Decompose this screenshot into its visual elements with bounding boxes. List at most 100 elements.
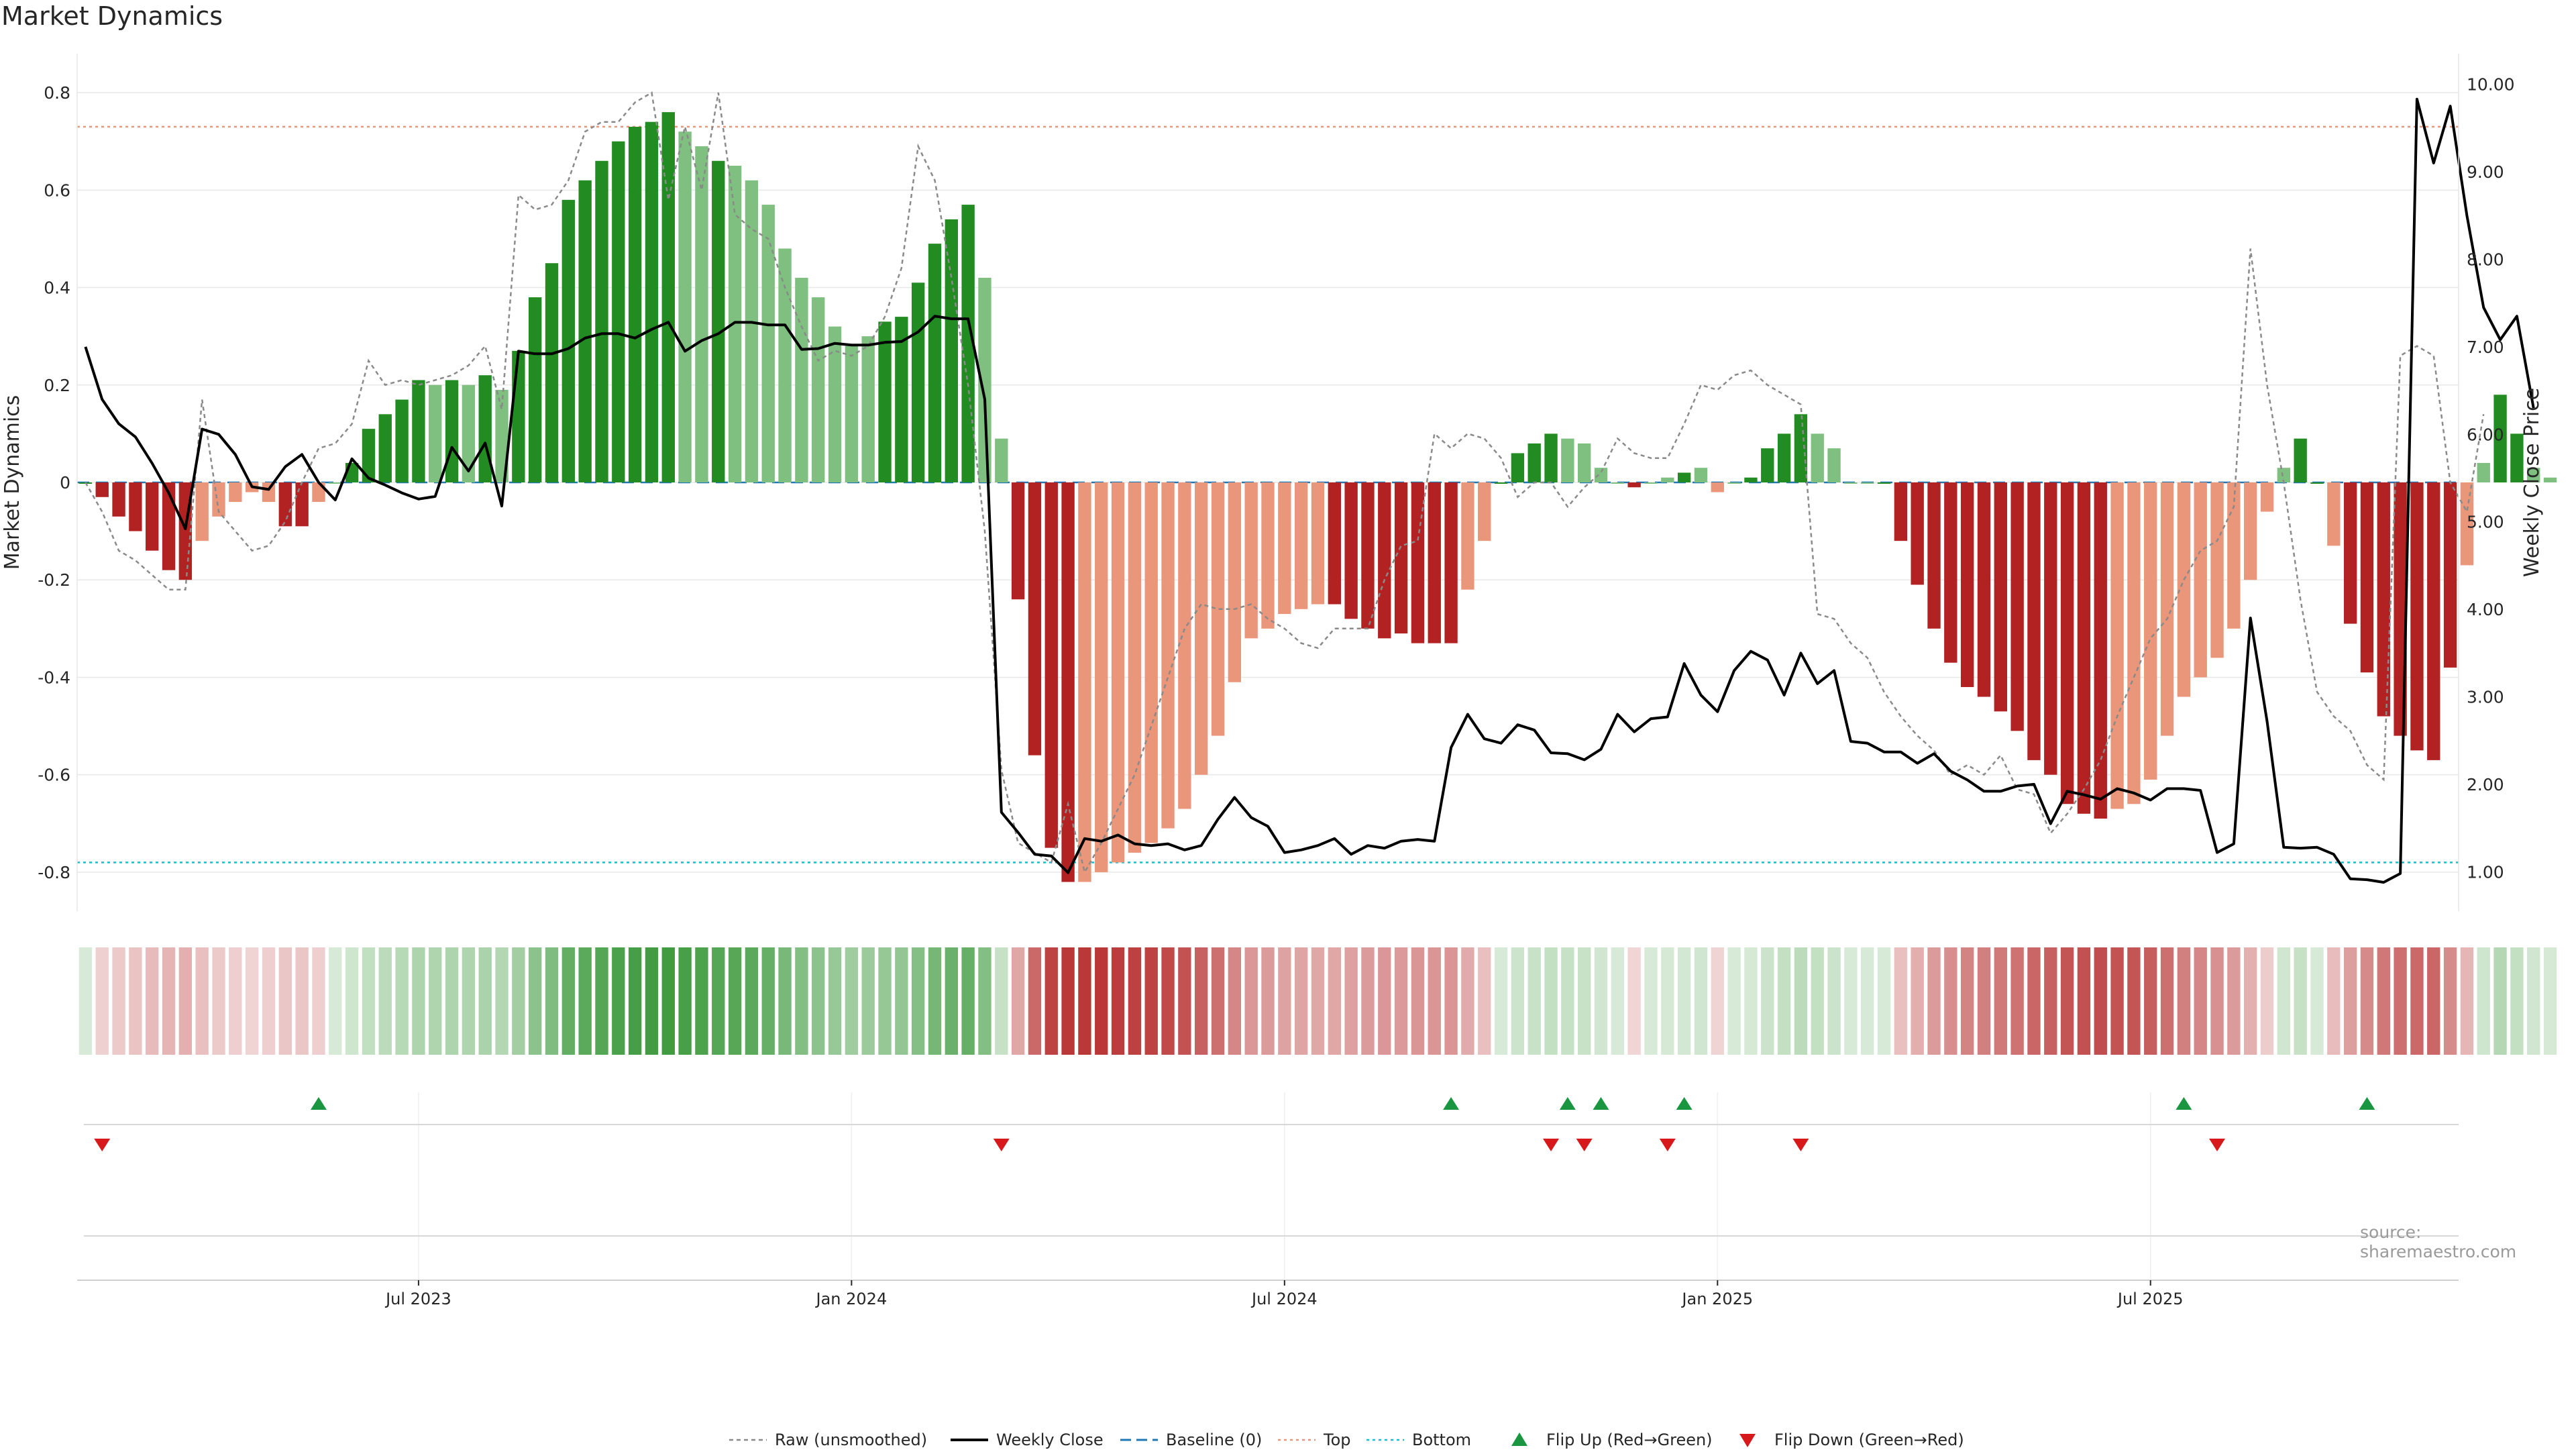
dynamics-bar bbox=[678, 132, 692, 482]
strength-cell bbox=[1977, 947, 1991, 1055]
right-tick-label: 5.00 bbox=[2467, 513, 2504, 532]
left-tick-label: 0.8 bbox=[44, 83, 70, 103]
dynamics-bar bbox=[1261, 482, 1275, 629]
strength-cell bbox=[95, 947, 109, 1055]
dynamics-bar bbox=[462, 384, 476, 482]
dynamics-bar bbox=[1811, 433, 1824, 482]
dynamics-bar bbox=[695, 146, 708, 482]
dynamics-bar bbox=[1361, 482, 1375, 629]
dynamics-bar bbox=[1111, 482, 1125, 863]
strength-cell bbox=[1044, 947, 1058, 1055]
dynamics-bar bbox=[412, 380, 425, 482]
left-tick-label: -0.8 bbox=[38, 863, 70, 882]
dynamics-bar bbox=[2244, 482, 2257, 580]
strength-cell bbox=[2410, 947, 2424, 1055]
left-tick-label: -0.6 bbox=[38, 766, 70, 785]
dynamics-bar bbox=[362, 429, 376, 482]
dynamics-bar bbox=[1511, 453, 1525, 482]
dynamics-bar bbox=[1078, 482, 1091, 882]
date-tick-label: Jul 2024 bbox=[1250, 1290, 1318, 1308]
dynamics-bar bbox=[1028, 482, 1042, 756]
close-line bbox=[84, 97, 2535, 884]
strength-cell bbox=[2077, 947, 2091, 1055]
dynamics-bar bbox=[1344, 482, 1358, 619]
dynamics-bar bbox=[1694, 468, 1708, 482]
strength-cell bbox=[2377, 947, 2390, 1055]
strength-cell bbox=[1911, 947, 1924, 1055]
strength-cell bbox=[329, 947, 342, 1055]
strength-cell bbox=[362, 947, 376, 1055]
dynamics-bar bbox=[595, 160, 608, 482]
strength-cell bbox=[578, 947, 592, 1055]
legend-label: Top bbox=[1324, 1431, 1351, 1449]
flip-down-marker bbox=[1543, 1139, 1560, 1151]
right-tick-label: 9.00 bbox=[2467, 162, 2504, 182]
legend-item-flip_down: Flip Down (Green→Red) bbox=[1727, 1426, 1964, 1453]
dynamics-bar bbox=[1594, 468, 1608, 482]
legend-item-baseline: Baseline (0) bbox=[1119, 1426, 1262, 1453]
dynamics-bar bbox=[95, 482, 109, 497]
dynamics-bar bbox=[1711, 482, 1724, 492]
legend-label: Raw (unsmoothed) bbox=[775, 1431, 928, 1449]
dynamics-bar bbox=[2194, 482, 2207, 678]
strength-cell bbox=[2227, 947, 2241, 1055]
dynamics-bar bbox=[1178, 482, 1191, 809]
strength-cell bbox=[1844, 947, 1858, 1055]
flip-up-marker bbox=[2176, 1097, 2192, 1110]
strength-cell bbox=[961, 947, 975, 1055]
dynamics-bar bbox=[1061, 482, 1075, 882]
dynamics-bar bbox=[2110, 482, 2124, 809]
chart-legend: Raw (unsmoothed) Weekly Close Baseline (0)… bbox=[0, 1426, 2576, 1456]
strength-cell bbox=[2010, 947, 2024, 1055]
strength-cell bbox=[2427, 947, 2440, 1055]
strength-cell bbox=[2543, 947, 2557, 1055]
strength-cell bbox=[1611, 947, 1625, 1055]
strength-cell bbox=[2194, 947, 2207, 1055]
dynamics-bar bbox=[911, 282, 925, 482]
strength-cell bbox=[2360, 947, 2374, 1055]
strength-cell bbox=[2443, 947, 2457, 1055]
dynamics-bar bbox=[1527, 443, 1541, 482]
strength-cell bbox=[2527, 947, 2540, 1055]
strength-cell bbox=[1428, 947, 1441, 1055]
left-tick-label: 0.6 bbox=[44, 180, 70, 200]
strength-cell bbox=[1095, 947, 1108, 1055]
strength-cell bbox=[1794, 947, 1808, 1055]
strength-cell bbox=[1627, 947, 1641, 1055]
date-tick-label: Jan 2025 bbox=[1680, 1290, 1753, 1308]
dynamics-bar bbox=[745, 180, 759, 482]
dynamics-bar bbox=[1428, 482, 1441, 643]
strength-cell bbox=[2327, 947, 2341, 1055]
strength-cell bbox=[812, 947, 825, 1055]
dynamics-bar bbox=[112, 482, 125, 517]
dynamics-bar bbox=[2410, 482, 2424, 751]
strength-cell bbox=[146, 947, 159, 1055]
dynamics-bar bbox=[1644, 482, 1658, 484]
right-tick-label: 10.00 bbox=[2467, 75, 2515, 95]
legend-item-raw: Raw (unsmoothed) bbox=[728, 1426, 927, 1453]
right-tick-label: 6.00 bbox=[2467, 425, 2504, 444]
dynamics-bar bbox=[2543, 477, 2557, 482]
strength-cell bbox=[1178, 947, 1191, 1055]
strength-cell bbox=[1561, 947, 1574, 1055]
strength-cell bbox=[1894, 947, 1908, 1055]
strength-cell bbox=[2127, 947, 2141, 1055]
strength-strip bbox=[78, 947, 2557, 1055]
strength-cell bbox=[945, 947, 959, 1055]
strength-cell bbox=[1061, 947, 1075, 1055]
dynamics-bar bbox=[1044, 482, 1058, 848]
legend-label: Flip Up (Red→Green) bbox=[1546, 1431, 1713, 1449]
strength-cell bbox=[1111, 947, 1125, 1055]
dynamics-bar bbox=[1960, 482, 1974, 687]
strength-cell bbox=[1144, 947, 1158, 1055]
dynamics-bar bbox=[1627, 482, 1641, 488]
strength-cell bbox=[1727, 947, 1741, 1055]
strength-cell bbox=[112, 947, 125, 1055]
strength-cell bbox=[1411, 947, 1425, 1055]
triangle-up-icon bbox=[1511, 1433, 1527, 1446]
legend-key-raw bbox=[729, 1439, 767, 1441]
dynamics-bar bbox=[2127, 482, 2141, 804]
flip-down-marker bbox=[1576, 1139, 1593, 1151]
dynamics-bar bbox=[761, 205, 775, 482]
strength-cell bbox=[1444, 947, 1458, 1055]
